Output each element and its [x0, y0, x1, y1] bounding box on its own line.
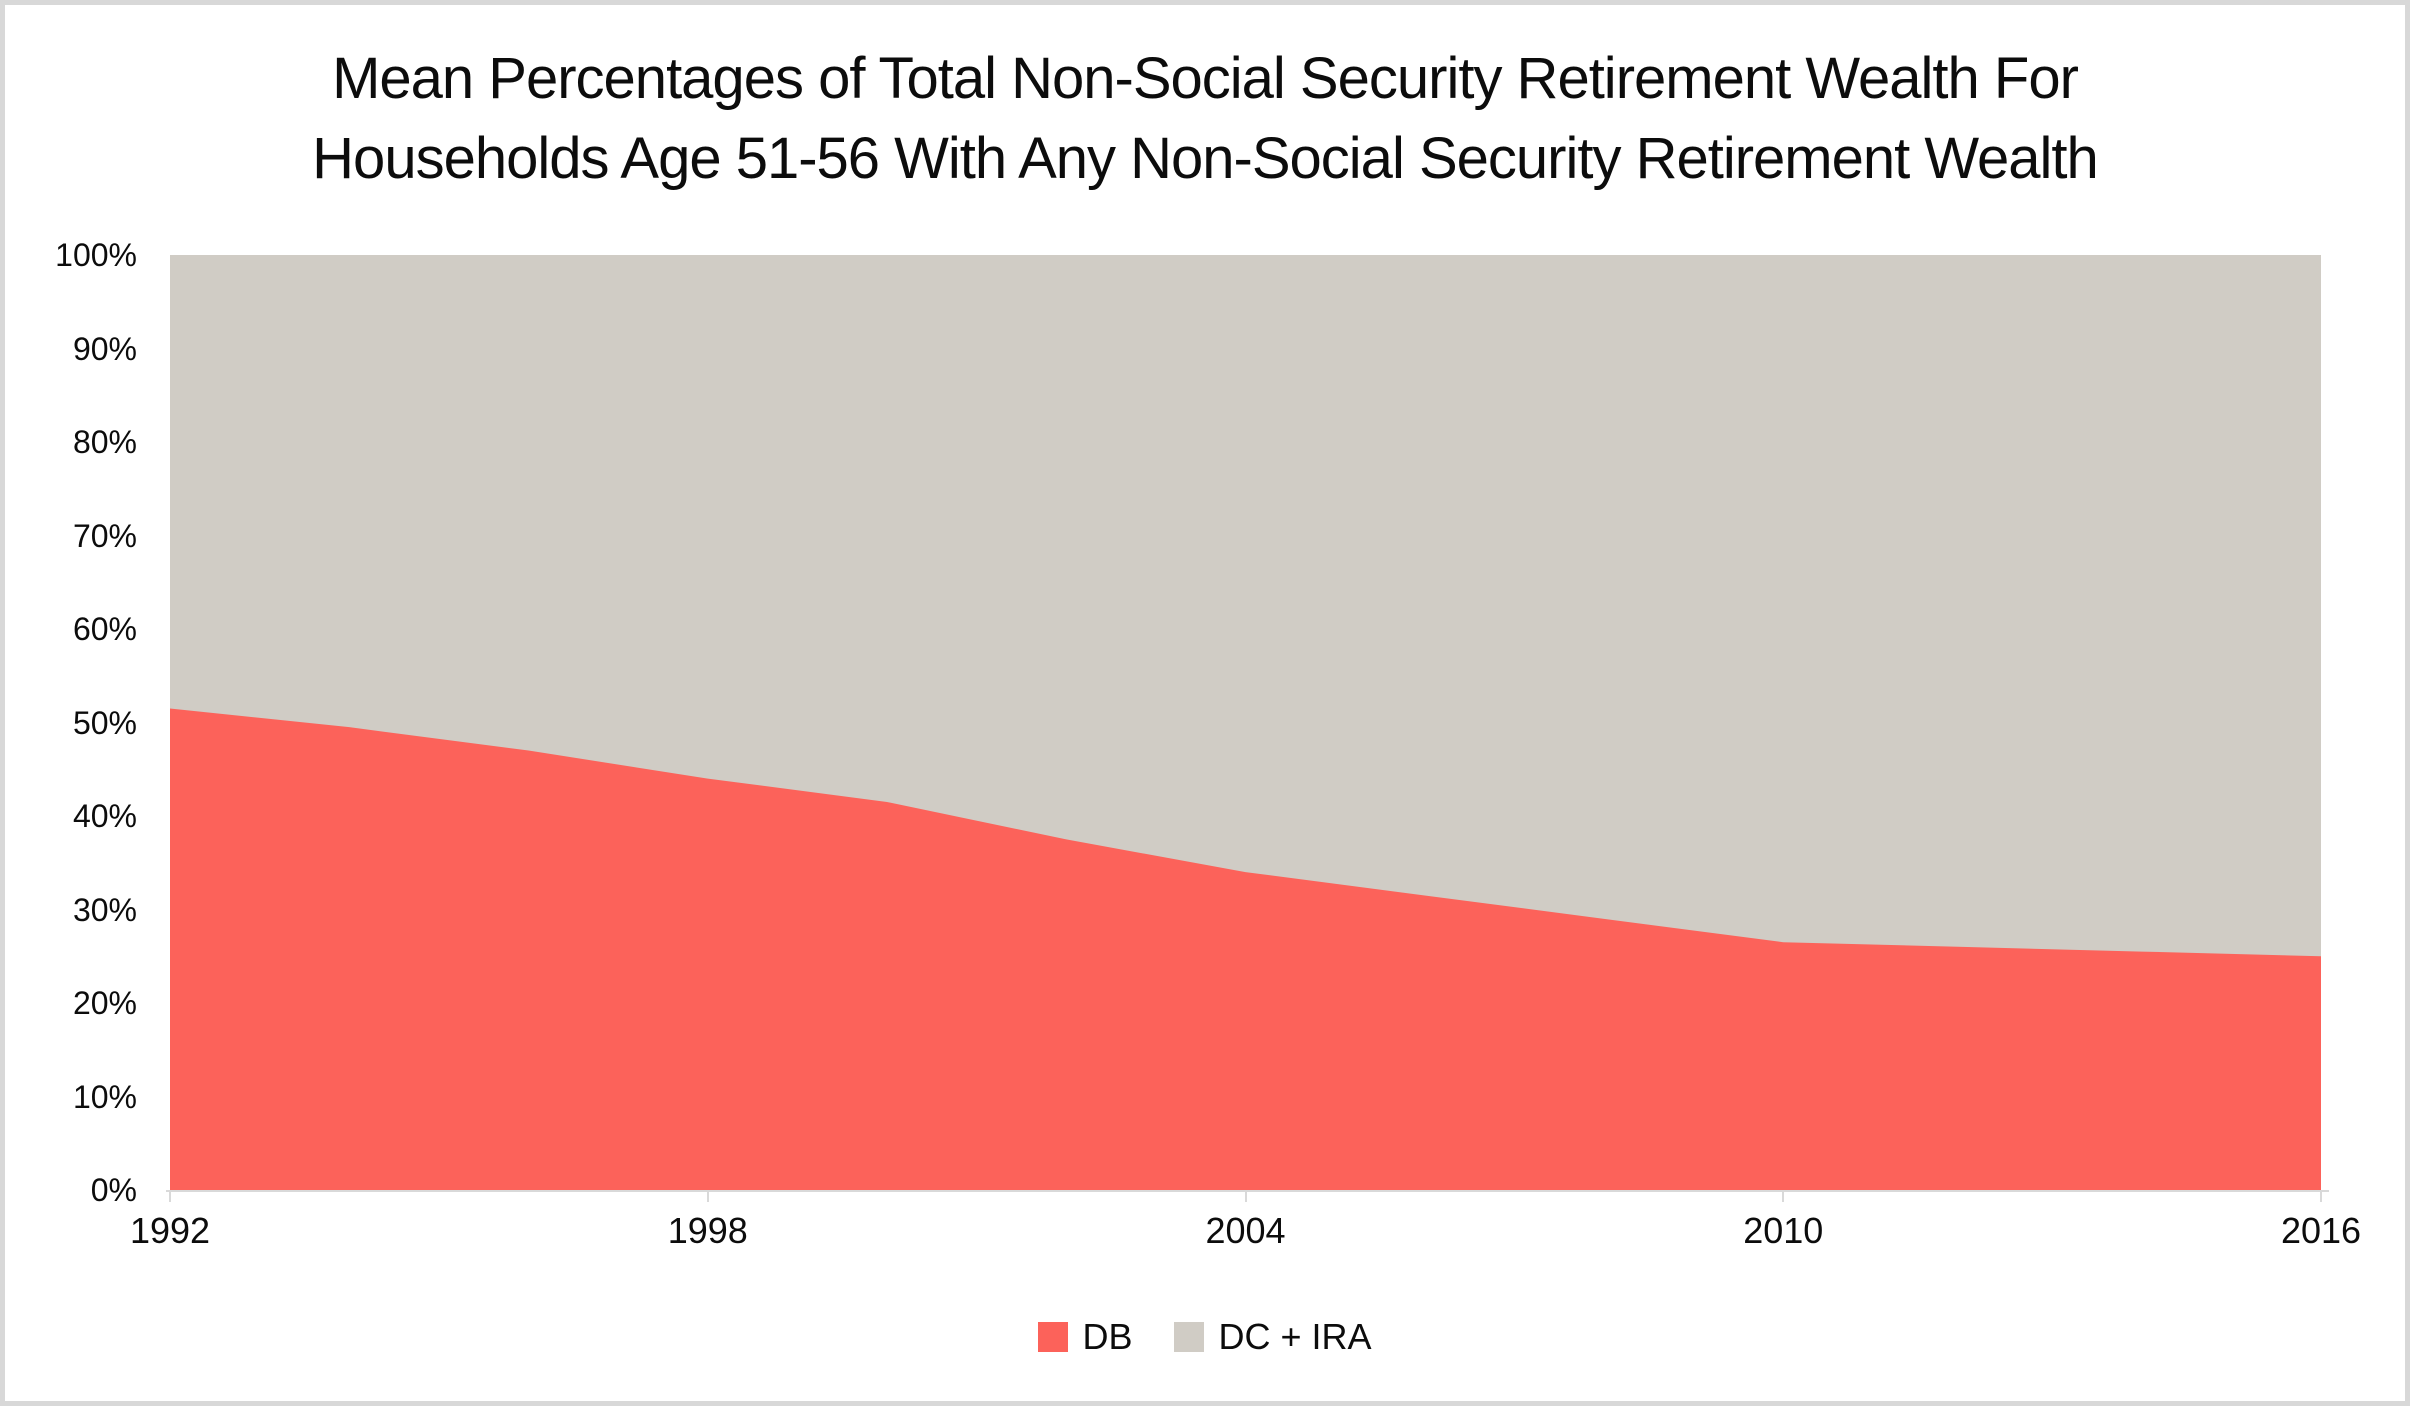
chart-legend: DB DC + IRA — [5, 1317, 2405, 1357]
plot-area — [170, 255, 2321, 1190]
x-axis-tick — [2320, 1190, 2322, 1202]
y-tick-label: 90% — [72, 330, 137, 367]
y-tick-label: 40% — [72, 798, 137, 834]
x-axis-tick — [1244, 1190, 1247, 1202]
x-axis-tick — [169, 1190, 171, 1202]
x-axis-line — [166, 1190, 2329, 1192]
x-tick-label: 1992 — [129, 1210, 211, 1251]
x-tick-label: 1998 — [667, 1210, 748, 1251]
legend-label: DB — [1082, 1316, 1133, 1357]
legend-swatch — [1038, 1322, 1069, 1352]
legend-swatch — [1174, 1322, 1205, 1352]
x-tick-label: 2010 — [1743, 1210, 1824, 1251]
y-tick-label: 60% — [72, 611, 137, 647]
y-tick-label: 30% — [72, 891, 137, 928]
y-tick-label: 100% — [55, 237, 137, 273]
x-tick-label: 2016 — [2280, 1210, 2362, 1251]
x-axis-tick — [1782, 1190, 1785, 1202]
y-tick-label: 80% — [72, 424, 137, 460]
y-tick-label: 20% — [72, 985, 137, 1021]
y-tick-label: 70% — [72, 517, 137, 554]
stacked-area-svg — [170, 255, 2321, 1190]
chart-title-line2: Households Age 51-56 With Any Non-Social… — [312, 126, 2099, 191]
y-tick-label: 0% — [90, 1172, 137, 1208]
legend-label: DC + IRA — [1218, 1316, 1372, 1357]
chart-title: Mean Percentages of Total Non-Social Sec… — [5, 39, 2405, 199]
y-tick-label: 50% — [72, 704, 137, 741]
series-area-db — [170, 708, 2321, 1190]
y-tick-label: 10% — [72, 1078, 137, 1115]
legend-item: DB — [1038, 1317, 1132, 1357]
x-axis-tick — [706, 1190, 709, 1202]
x-tick-label: 2004 — [1205, 1210, 1286, 1251]
legend-item: DC + IRA — [1174, 1316, 1372, 1357]
chart-title-line1: Mean Percentages of Total Non-Social Sec… — [332, 46, 2079, 111]
